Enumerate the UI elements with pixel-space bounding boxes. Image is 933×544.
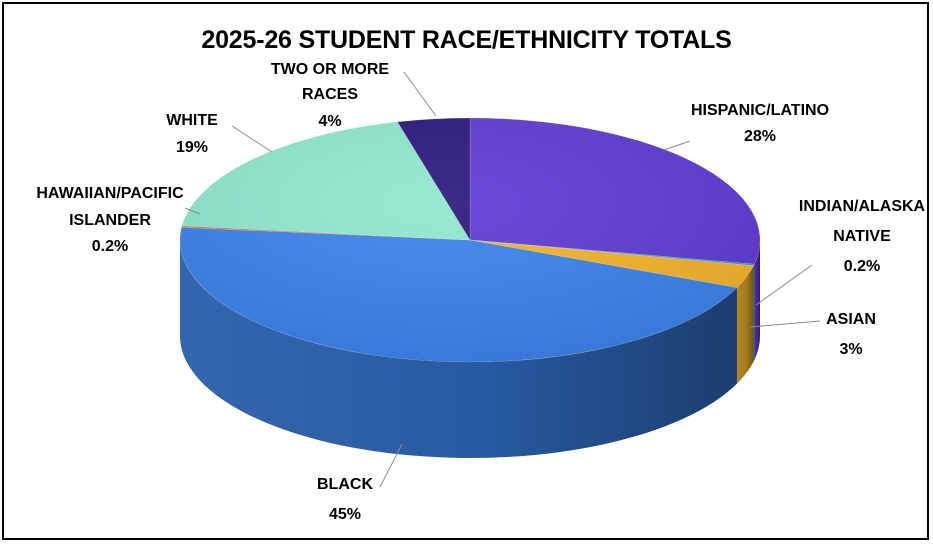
slice-value-label-1: 0.2% [844, 258, 880, 275]
leader-line-3 [379, 443, 403, 488]
pie-side-shade-0 [754, 240, 760, 361]
slice-category-label-6: TWO OR MORE [271, 61, 390, 78]
leader-line-5 [231, 125, 273, 153]
pie-top-shade [180, 118, 760, 362]
chart-title: 2025-26 STUDENT RACE/ETHNICITY TOTALS [201, 26, 732, 54]
slice-value-label-3: 45% [329, 506, 361, 523]
slice-category-label-1: NATIVE [833, 228, 891, 245]
slice-category-label-0: HISPANIC/LATINO [691, 102, 829, 119]
leader-line-6 [403, 71, 437, 117]
leader-line-4 [184, 207, 201, 215]
pie-side-shade-1 [753, 264, 755, 362]
slice-category-label-4: ISLANDER [69, 212, 151, 229]
slice-value-label-4: 0.2% [92, 238, 128, 255]
leader-line-2 [749, 320, 821, 328]
slice-category-label-2: ASIAN [826, 311, 876, 328]
pie-side-shade-2 [736, 265, 754, 384]
slice-category-label-4: HAWAIIAN/PACIFIC [36, 185, 184, 202]
slice-category-label-1: INDIAN/ALASKA [799, 198, 926, 215]
leader-line-0 [663, 140, 691, 151]
slice-category-label-3: BLACK [317, 476, 373, 493]
slice-value-label-0: 28% [744, 128, 776, 145]
leader-line-1 [755, 264, 813, 306]
pie-side-shade-3 [180, 240, 737, 458]
slice-value-label-5: 19% [176, 139, 208, 156]
slice-value-label-6: 4% [318, 113, 341, 130]
slice-value-label-2: 3% [839, 341, 862, 358]
slice-category-label-5: WHITE [166, 112, 218, 129]
slice-category-label-6: RACES [302, 86, 358, 103]
